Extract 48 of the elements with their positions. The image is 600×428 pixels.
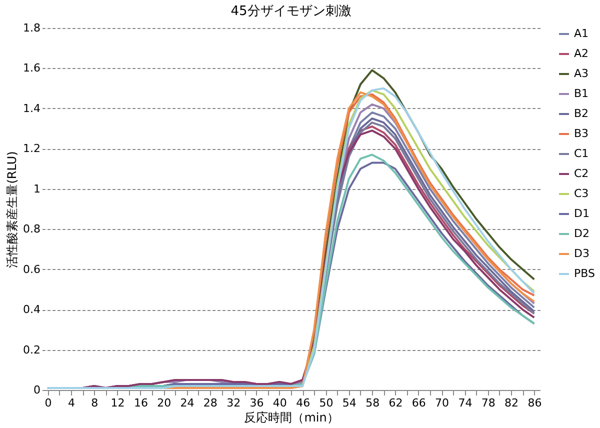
- y-tick-label: 1.6: [23, 62, 40, 75]
- x-tick-label: 12: [110, 396, 125, 410]
- legend-label: A1: [574, 27, 589, 40]
- x-tick-label: 46: [296, 396, 310, 410]
- y-tick-label: 1.4: [23, 102, 40, 115]
- x-tick-label: 70: [435, 396, 450, 410]
- legend-label: C1: [574, 147, 589, 160]
- legend-label: A2: [574, 47, 589, 60]
- chart-title: 45分ザイモザン刺激: [230, 4, 352, 19]
- y-tick-label: 0.6: [23, 262, 40, 276]
- x-tick-label: 62: [388, 396, 403, 410]
- x-tick-label: 58: [366, 396, 380, 410]
- y-tick-label: 1.2: [23, 142, 40, 156]
- y-axis-title: 活性酸素産生量(RLU): [5, 151, 20, 268]
- legend-label: D3: [574, 247, 590, 260]
- x-tick-label: 40: [272, 396, 287, 410]
- x-tick-label: 78: [481, 396, 496, 410]
- y-tick-label: 1: [34, 182, 40, 196]
- legend-label: C3: [574, 187, 589, 200]
- x-tick-label: 82: [504, 396, 519, 410]
- x-tick-label: 86: [528, 396, 542, 410]
- x-tick-label: 54: [342, 396, 356, 410]
- legend-label: PBS: [574, 267, 595, 280]
- legend-label: A3: [574, 67, 589, 80]
- y-tick-label: 1.8: [23, 22, 40, 34]
- x-tick-label: 66: [412, 396, 426, 410]
- legend-label: B1: [574, 87, 589, 100]
- x-axis-title: 反応時間（min）: [244, 410, 339, 424]
- x-tick-label: 74: [458, 396, 472, 410]
- legend-label: C2: [574, 167, 589, 180]
- y-tick-label: 0.8: [23, 222, 40, 236]
- y-tick-label: 0.4: [23, 303, 40, 316]
- x-tick-label: 32: [226, 396, 241, 410]
- x-tick-label: 0: [44, 396, 52, 410]
- x-tick-label: 16: [134, 396, 148, 410]
- x-tick-label: 4: [68, 396, 75, 410]
- legend-label: B2: [574, 107, 589, 120]
- x-tick-label: 36: [250, 396, 264, 410]
- x-tick-label: 24: [180, 396, 194, 410]
- x-tick-label: 8: [91, 396, 98, 410]
- x-tick-label: 28: [203, 396, 218, 410]
- legend-label: D2: [574, 227, 590, 240]
- legend-label: D1: [574, 207, 590, 220]
- y-tick-label: 0.2: [23, 343, 40, 356]
- x-tick-label: 20: [157, 396, 172, 410]
- y-tick-label: 0: [34, 384, 40, 396]
- legend-label: B3: [574, 127, 589, 140]
- x-tick-label: 50: [319, 396, 334, 410]
